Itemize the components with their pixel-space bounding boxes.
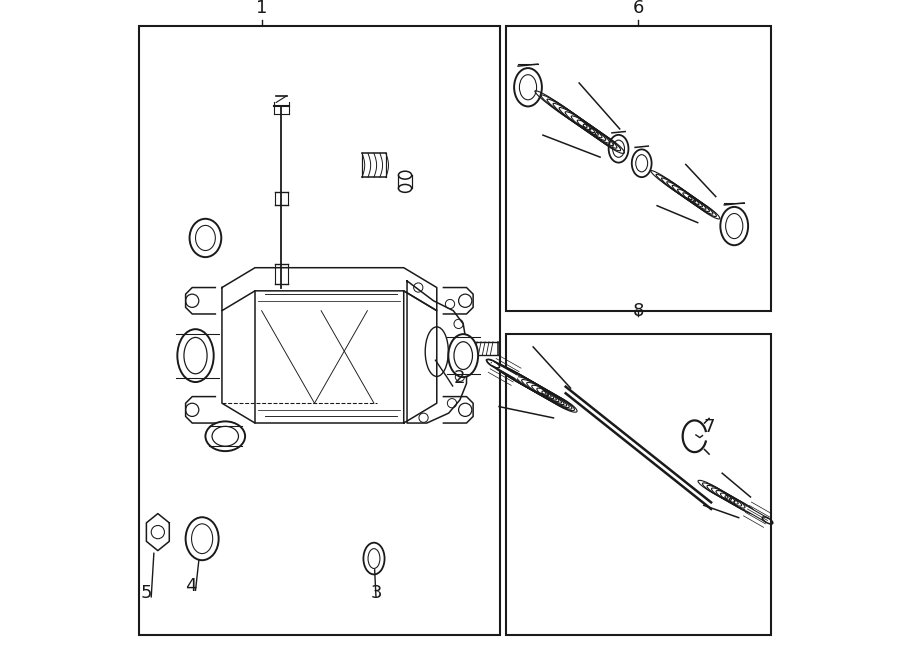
Bar	[140, 26, 500, 635]
Text: 4: 4	[185, 577, 196, 595]
Text: 7: 7	[703, 418, 715, 436]
Text: 2: 2	[454, 369, 464, 387]
Ellipse shape	[448, 334, 478, 377]
Text: 3: 3	[370, 584, 382, 602]
Ellipse shape	[205, 422, 245, 451]
Text: 5: 5	[140, 584, 152, 602]
Text: 6: 6	[633, 0, 644, 17]
Ellipse shape	[177, 329, 213, 382]
Text: 1: 1	[256, 0, 267, 17]
Bar	[506, 334, 770, 635]
Text: 8: 8	[633, 302, 644, 320]
Bar	[506, 26, 770, 311]
